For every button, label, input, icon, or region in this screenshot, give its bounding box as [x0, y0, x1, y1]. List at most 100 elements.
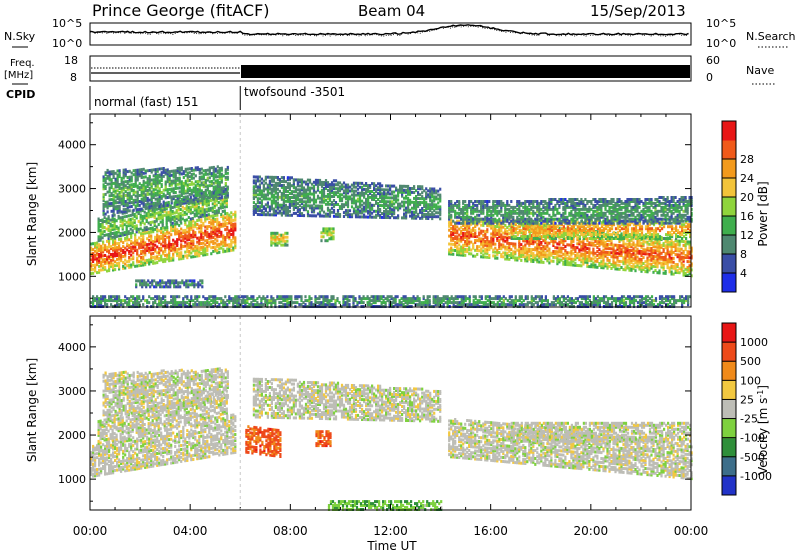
power-cell — [417, 185, 420, 189]
power-cell — [173, 279, 176, 283]
power-cell — [270, 199, 273, 203]
power-cell — [158, 258, 161, 262]
power-cell — [306, 204, 310, 208]
power-cell — [352, 181, 356, 185]
power-cell — [256, 177, 259, 181]
power-cell — [470, 228, 473, 232]
power-cell — [354, 205, 358, 209]
power-cell — [224, 228, 227, 232]
power-cell — [379, 200, 382, 204]
power-cell — [252, 187, 255, 191]
power-cell — [346, 187, 350, 191]
power-cell — [286, 209, 289, 213]
power-cell — [433, 209, 436, 213]
power-cell — [158, 175, 161, 179]
power-cell — [212, 220, 215, 224]
power-cell — [175, 214, 178, 218]
power-cell — [176, 253, 179, 257]
power-cell — [496, 237, 499, 240]
power-cell — [184, 195, 187, 199]
power-cell — [139, 227, 142, 231]
power-cell — [104, 261, 107, 265]
power-cell — [369, 209, 372, 213]
power-cell — [234, 244, 237, 248]
power-cell — [642, 262, 645, 265]
power-cell — [468, 240, 471, 244]
power-cell — [332, 208, 336, 212]
power-cell — [142, 181, 145, 185]
power-cell — [118, 183, 121, 186]
power-cell — [379, 188, 382, 192]
power-cell — [150, 260, 153, 264]
power-cell — [150, 198, 153, 202]
power-cell — [646, 256, 649, 260]
power-cell — [194, 184, 197, 188]
power-cell — [146, 249, 149, 252]
power-cell — [234, 242, 237, 246]
power-cell — [504, 245, 507, 249]
power-cell — [164, 248, 167, 251]
power-cell — [188, 236, 191, 240]
power-cell — [132, 198, 135, 202]
power-cell — [213, 203, 216, 207]
power-cell — [118, 243, 121, 247]
power-cell — [286, 243, 289, 247]
power-cell — [190, 176, 193, 180]
power-cell — [174, 185, 177, 188]
power-cell — [381, 204, 384, 208]
power-cell — [318, 210, 322, 214]
power-cell — [218, 176, 221, 180]
power-cell — [96, 247, 99, 251]
power-cell — [212, 195, 215, 199]
power-cell — [145, 281, 148, 285]
power-cell — [188, 226, 191, 230]
power-cell — [354, 201, 358, 205]
power-cell — [290, 203, 293, 207]
power-cell — [274, 191, 277, 195]
power-cell — [548, 247, 551, 251]
power-cell — [146, 169, 149, 173]
power-cell — [210, 246, 213, 250]
power-cell — [403, 196, 406, 200]
power-cell — [572, 263, 575, 267]
power-cell — [630, 253, 633, 257]
power-cell — [391, 204, 394, 208]
power-cell — [119, 216, 122, 220]
power-cell — [109, 232, 112, 236]
power-cell — [118, 208, 121, 212]
power-cell — [156, 175, 159, 179]
power-cell — [154, 172, 157, 176]
power-cell — [328, 191, 332, 194]
power-cell — [133, 213, 136, 216]
power-cell — [115, 235, 118, 238]
power-cell — [452, 252, 455, 256]
power-cell — [576, 242, 579, 246]
power-cell — [124, 200, 127, 203]
power-cell — [361, 191, 364, 195]
power-cell — [391, 190, 394, 194]
power-cell — [200, 199, 203, 203]
power-cell — [161, 222, 164, 226]
power-cell — [474, 248, 477, 252]
power-cell — [110, 170, 113, 174]
power-cell — [136, 202, 139, 206]
power-cell — [214, 214, 217, 217]
power-cell — [472, 232, 475, 236]
power-cell — [280, 185, 283, 189]
power-cell — [330, 183, 334, 187]
power-cell — [138, 242, 141, 246]
power-cell — [97, 229, 100, 233]
power-cell — [218, 225, 221, 229]
power-cell — [170, 245, 173, 248]
power-cell — [150, 242, 153, 246]
power-cell — [288, 209, 291, 213]
power-cell — [354, 181, 358, 185]
power-cell — [184, 191, 187, 195]
power-cell — [356, 211, 360, 215]
power-cell — [144, 203, 147, 207]
power-cell — [100, 248, 103, 252]
power-cell — [162, 188, 165, 192]
power-cell — [234, 236, 237, 240]
power-cell — [168, 195, 171, 199]
power-cell — [188, 228, 191, 232]
